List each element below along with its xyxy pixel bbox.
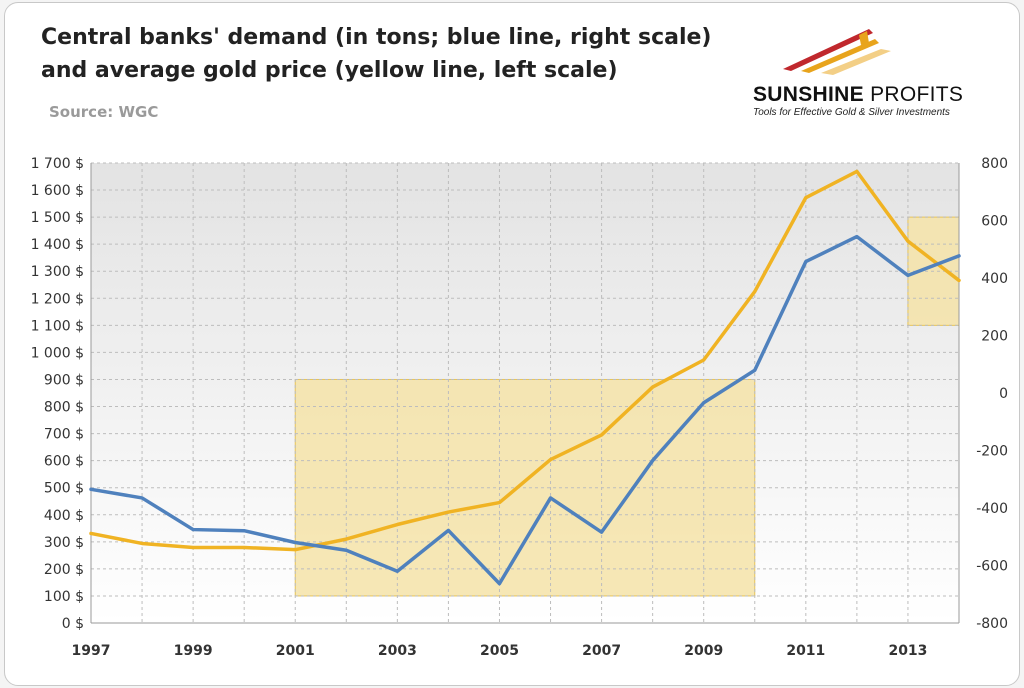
left-tick-label: 1 300 $ <box>31 264 84 280</box>
left-tick-label: 100 $ <box>44 589 84 605</box>
right-tick-label: 200 <box>981 329 1008 345</box>
x-tick-label: 2003 <box>378 643 417 659</box>
logo-brand: SUNSHINE PROFITS <box>753 83 963 107</box>
logo-brand-part1: SUNSHINE <box>753 83 864 106</box>
left-tick-label: 1 600 $ <box>31 183 84 199</box>
left-tick-label: 500 $ <box>44 481 84 497</box>
right-tick-label: 0 <box>999 386 1008 402</box>
left-tick-label: 1 100 $ <box>31 318 84 334</box>
left-tick-label: 900 $ <box>44 372 84 388</box>
title-line-1: Central banks' demand (in tons; blue lin… <box>41 25 712 50</box>
x-tick-label: 2013 <box>888 643 927 659</box>
logo-brand-part2: PROFITS <box>870 83 964 106</box>
logo-tagline: Tools for Effective Gold & Silver Invest… <box>753 107 950 118</box>
left-tick-label: 1 200 $ <box>31 291 84 307</box>
x-tick-label: 2011 <box>786 643 825 659</box>
left-tick-label: 300 $ <box>44 535 84 551</box>
x-tick-label: 1997 <box>72 643 111 659</box>
left-tick-label: 1 400 $ <box>31 237 84 253</box>
right-tick-label: 600 <box>981 214 1008 230</box>
right-tick-label: -600 <box>976 559 1008 575</box>
right-tick-label: 800 <box>981 156 1008 172</box>
series-line-central-bank-demand <box>89 234 961 586</box>
right-tick-label: -200 <box>976 444 1008 460</box>
x-tick-label: 2007 <box>582 643 621 659</box>
x-tick-label: 2009 <box>684 643 723 659</box>
x-tick-label: 2001 <box>276 643 315 659</box>
logo-swoosh-icon <box>783 29 891 75</box>
title-line-2: and average gold price (yellow line, lef… <box>41 58 618 83</box>
right-tick-label: 400 <box>981 271 1008 287</box>
left-tick-label: 800 $ <box>44 400 84 416</box>
left-tick-label: 0 $ <box>62 616 84 632</box>
left-tick-label: 200 $ <box>44 562 84 578</box>
left-tick-label: 400 $ <box>44 508 84 524</box>
right-tick-label: -800 <box>976 616 1008 632</box>
left-tick-label: 700 $ <box>44 427 84 443</box>
left-tick-label: 1 000 $ <box>31 345 84 361</box>
x-tick-label: 2005 <box>480 643 519 659</box>
left-tick-label: 1 700 $ <box>31 156 84 172</box>
source-note: Source: WGC <box>49 103 159 121</box>
left-tick-label: 600 $ <box>44 454 84 470</box>
sunshine-profits-logo: SUNSHINE PROFITS Tools for Effective Gol… <box>741 21 971 131</box>
series-line-gold-price <box>89 169 961 552</box>
x-tick-label: 1999 <box>174 643 213 659</box>
chart-title: Central banks' demand (in tons; blue lin… <box>41 21 741 87</box>
right-tick-label: -400 <box>976 501 1008 517</box>
left-tick-label: 1 500 $ <box>31 210 84 226</box>
